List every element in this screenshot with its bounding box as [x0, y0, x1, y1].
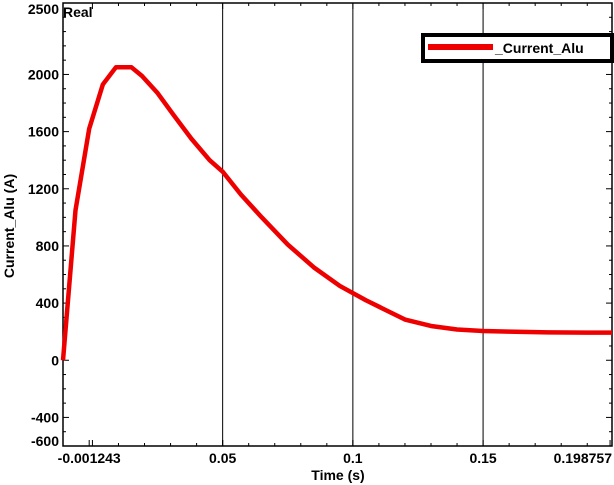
legend: _Current_Alu — [421, 33, 614, 63]
legend-entry: _Current_Alu — [494, 40, 584, 56]
corner-label: Real — [63, 4, 93, 20]
y-tick-label: 1200 — [28, 181, 59, 197]
plot-frame — [62, 2, 613, 447]
y-tick-label: 400 — [36, 295, 60, 311]
x-tick-label: 0.15 — [469, 450, 496, 466]
x-tick-label: 0.05 — [209, 450, 236, 466]
y-tick-label: 2500 — [28, 1, 59, 17]
axis-ticks — [63, 2, 612, 447]
x-axis-label: Time (s) — [311, 467, 364, 483]
y-tick-label: 0 — [51, 352, 59, 368]
y-tick-label: 2000 — [28, 66, 59, 82]
y-tick-labels: -600 -400 0 400 800 1200 1600 2000 2500 — [28, 1, 59, 449]
y-tick-label: -400 — [31, 409, 59, 425]
y-tick-label: 800 — [36, 238, 60, 254]
x-tick-label: 0.1 — [343, 450, 363, 466]
x-tick-label: 0.198757 — [554, 450, 613, 466]
grid — [222, 3, 484, 446]
y-axis-label: Current_Alu (A) — [1, 174, 17, 278]
y-tick-label: 1600 — [28, 124, 59, 140]
plot-border — [62, 2, 613, 447]
x-tick-labels: -0.001243 0.05 0.1 0.15 0.198757 — [58, 450, 613, 466]
x-tick-label: -0.001243 — [58, 450, 121, 466]
y-tick-label: -600 — [31, 433, 59, 449]
series-lines — [60, 65, 612, 361]
series-line — [60, 65, 612, 361]
